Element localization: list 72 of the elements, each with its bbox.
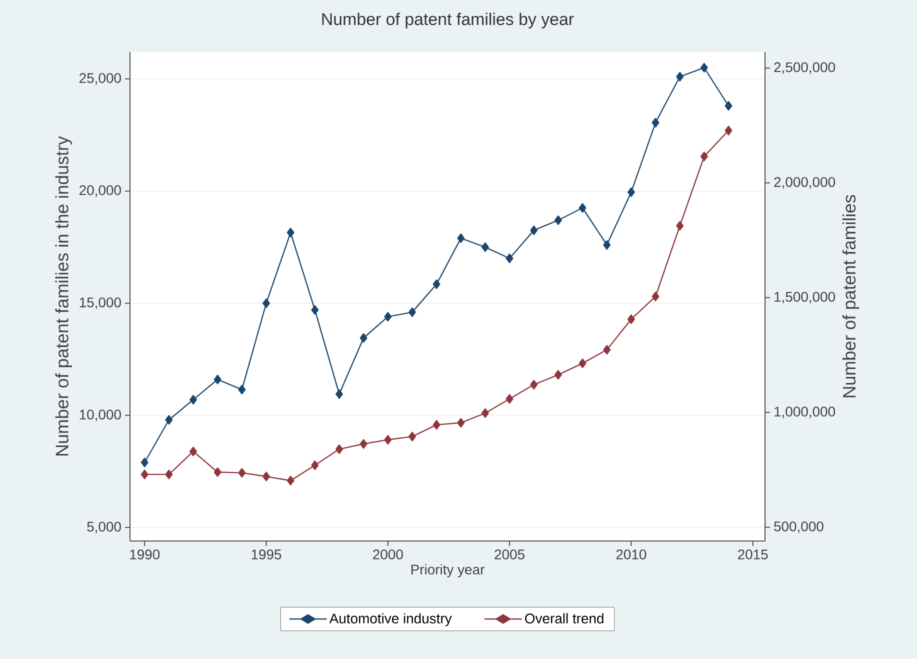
x-axis-title: Priority year	[411, 564, 484, 578]
point	[506, 254, 514, 264]
point	[165, 415, 173, 425]
point	[384, 434, 392, 445]
point	[432, 279, 440, 289]
point	[408, 307, 416, 317]
legend-label: Automotive industry	[329, 613, 452, 626]
point	[603, 240, 611, 250]
point	[262, 472, 270, 482]
x-tick-label: 1990	[130, 550, 160, 560]
y-axis-title: Number of patent families in the industry	[55, 136, 72, 456]
y-tick-label: 10,000	[80, 410, 121, 422]
point	[286, 476, 294, 486]
point	[652, 292, 660, 302]
point	[457, 418, 465, 428]
point	[140, 458, 148, 468]
point	[481, 242, 489, 252]
x-tick-label: 2000	[373, 550, 403, 560]
point	[238, 468, 246, 478]
y2-tick-label: 2,500,000	[774, 62, 836, 74]
x-tick-label: 2005	[494, 550, 524, 560]
y2-axis-title: Number of patent families	[842, 195, 860, 398]
point	[506, 394, 514, 404]
point	[652, 118, 660, 128]
y2-tick-label: 2,000,000	[774, 177, 836, 189]
y-tick-label: 5,000	[87, 522, 121, 534]
x-tick-label: 2010	[616, 550, 646, 560]
y-tick-label: 15,000	[80, 297, 121, 309]
point	[286, 228, 294, 238]
point	[530, 226, 538, 236]
point	[140, 470, 148, 480]
point	[262, 298, 270, 308]
point	[676, 72, 684, 82]
point	[408, 432, 416, 442]
point	[724, 101, 732, 111]
point	[676, 220, 684, 231]
point	[214, 374, 222, 384]
point	[311, 460, 319, 470]
point	[335, 444, 343, 454]
point	[554, 370, 562, 380]
point	[627, 187, 635, 197]
point	[311, 305, 319, 315]
x-tick-label: 1995	[252, 550, 282, 560]
point	[165, 470, 173, 480]
point	[190, 394, 198, 404]
point	[335, 389, 343, 399]
y-tick-label: 25,000	[80, 73, 121, 85]
point	[360, 333, 368, 343]
point	[627, 314, 635, 324]
point	[554, 215, 562, 226]
y2-tick-label: 1,500,000	[774, 292, 836, 304]
chart-title: Number of patent families by year	[322, 12, 574, 28]
point	[457, 233, 465, 243]
point	[530, 380, 538, 390]
point	[724, 126, 732, 136]
point	[214, 467, 222, 477]
point	[578, 203, 586, 213]
point	[190, 446, 198, 456]
point	[578, 358, 586, 368]
point	[700, 152, 708, 162]
point	[700, 62, 708, 72]
y2-tick-label: 1,000,000	[774, 406, 836, 418]
y2-tick-label: 500,000	[774, 521, 824, 533]
point	[360, 439, 368, 449]
point	[384, 312, 392, 322]
legend-label: Overall trend	[525, 613, 604, 624]
point	[432, 420, 440, 430]
point	[238, 384, 246, 394]
point	[603, 344, 611, 355]
y-tick-label: 20,000	[80, 185, 121, 197]
x-tick-label: 2015	[738, 550, 768, 560]
point	[481, 408, 489, 418]
